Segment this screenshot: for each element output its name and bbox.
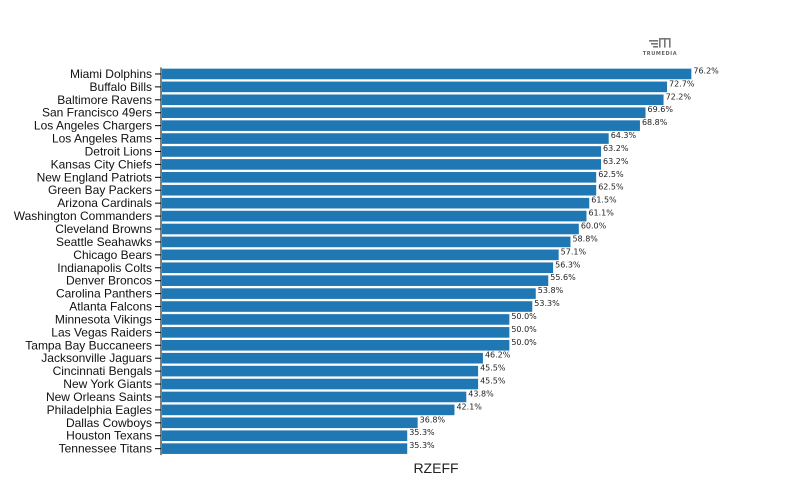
bar [162,159,602,170]
y-tick-label: Denver Broncos [66,274,152,288]
y-tick-label: Houston Texans [66,429,152,443]
bar [162,365,479,377]
y-tick-label: Philadelphia Eagles [47,403,152,417]
logo-mark-icon [649,38,671,48]
data-label: 56.3% [555,260,581,269]
data-label: 68.8% [642,118,668,127]
y-tick-label: Las Vegas Raiders [51,325,152,339]
y-tick-label: Miami Dolphins [70,67,152,81]
y-tick-label: Washington Commanders [14,209,152,223]
y-tick-label: Dallas Cowboys [66,416,152,430]
data-label: 60.0% [581,222,607,231]
bar [162,327,510,338]
y-tick-label: Arizona Cardinals [57,196,152,210]
y-tick-label: Atlanta Falcons [69,300,152,314]
y-tick-label: Jacksonville Jaguars [41,351,152,365]
bar [162,236,571,248]
logo-text: TRUMEDIA [643,51,677,57]
data-label: 57.1% [561,247,587,256]
data-label: 46.2% [485,351,511,360]
data-label: 50.0% [511,325,537,334]
bar [162,249,559,261]
y-tick-label: Buffalo Bills [90,80,152,94]
y-tick-label: Carolina Panthers [56,287,152,301]
y-tick-label: Cleveland Browns [55,222,152,236]
bar [162,288,536,299]
data-label: 42.1% [456,402,482,411]
data-label: 35.3% [409,441,435,450]
bar [162,430,408,442]
bar [162,172,597,183]
data-label: 53.8% [538,286,564,295]
data-label: 61.1% [588,209,614,218]
bar [162,275,549,286]
y-tick-label: Indianapolis Colts [57,261,152,275]
y-tick-label: Detroit Lions [85,144,152,158]
data-label: 72.2% [666,92,692,101]
data-label: 63.2% [603,144,629,153]
bar [162,81,668,93]
y-tick-label: Baltimore Ravens [57,93,152,107]
data-label: 72.7% [669,79,695,88]
data-label: 76.2% [693,66,719,75]
data-label: 45.5% [480,364,506,373]
bar [162,133,609,144]
data-label: 50.0% [511,312,537,321]
bar [162,107,646,119]
y-tick-label: San Francisco 49ers [42,106,152,120]
y-tick-label: Seattle Seahawks [56,235,152,249]
bar [162,352,483,364]
y-tick-label: New Orleans Saints [46,390,152,404]
bar [162,223,579,235]
bar [162,68,692,80]
y-tick-label: New York Giants [63,377,152,391]
bar [162,301,533,312]
y-tick-label: Los Angeles Rams [52,132,152,146]
bar [162,197,590,209]
bar [162,378,479,390]
bar [162,391,467,403]
bar [162,417,418,429]
data-label: 36.8% [420,415,446,424]
data-label: 62.5% [598,183,624,192]
trumedia-logo: TRUMEDIA [643,38,677,57]
data-label: 43.8% [468,389,494,398]
bar [162,443,408,454]
y-tick-label: Green Bay Packers [48,183,152,197]
y-tick-label: Cincinnati Bengals [53,364,152,378]
bar [162,120,640,131]
data-label: 69.6% [648,105,674,114]
x-axis-title: RZEFF [413,460,458,476]
bar [162,339,510,351]
data-label: 45.5% [480,377,506,386]
y-tick-label: Los Angeles Chargers [34,119,152,133]
data-label: 55.6% [550,273,576,282]
y-tick-label: Tampa Bay Buccaneers [25,338,152,352]
y-tick-label: Kansas City Chiefs [51,157,152,171]
y-tick-label: Minnesota Vikings [55,312,152,326]
data-label: 62.5% [598,170,624,179]
bar [162,404,455,416]
y-tick-label: Tennessee Titans [59,442,152,456]
y-tick-label: New England Patriots [37,170,152,184]
bar [162,184,597,196]
bar [162,314,510,325]
data-label: 61.5% [591,196,617,205]
data-label: 64.3% [611,131,637,140]
bar [162,210,587,222]
y-tick-label: Chicago Bears [73,248,152,262]
data-label: 50.0% [511,338,537,347]
data-label: 53.3% [534,299,560,308]
bars-layer: 76.2% 72.7% 72.2% 69.6% 68.8% 64.3% 63.2% 63.2%… [162,66,719,454]
data-label: 63.2% [603,157,629,166]
data-label: 35.3% [409,428,435,437]
bar [162,94,664,106]
data-label: 58.8% [572,234,598,243]
bar [162,146,602,157]
bar [162,262,554,274]
